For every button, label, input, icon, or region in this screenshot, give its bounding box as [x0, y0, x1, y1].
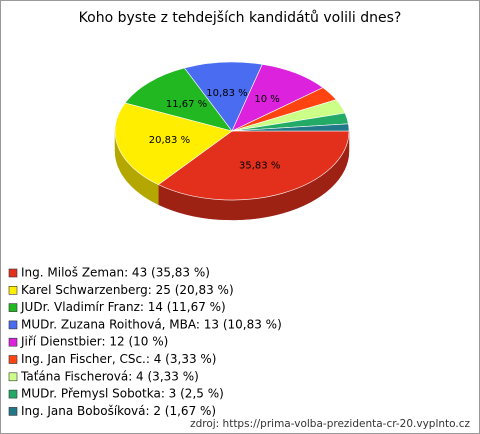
- legend-label: Jiří Dienstbier: 12 (10 %): [20, 335, 168, 349]
- legend-swatch: [8, 285, 18, 295]
- value-label: 11,67 %: [166, 99, 207, 110]
- legend-swatch: [8, 355, 18, 364]
- legend-swatch: [8, 303, 18, 312]
- value-label: 10,83 %: [206, 88, 247, 99]
- legend-swatch: [8, 389, 18, 399]
- legend-label: Ing. Jana Bobošíková: 2 (1,67 %): [21, 404, 216, 418]
- legend-label: Karel Schwarzenberg: 25 (20,83 %): [21, 283, 234, 297]
- legend-swatch: [8, 320, 18, 330]
- slice: [231, 123, 350, 132]
- value-label: 35,83 %: [239, 160, 280, 171]
- legend-swatch: [8, 268, 18, 278]
- legend-label: Ing. Miloš Zeman: 43 (35,83 %): [21, 266, 210, 280]
- slice: [231, 64, 324, 132]
- slice: [157, 130, 350, 201]
- legend-label: MUDr. Zuzana Roithová, MBA: 13 (10,83 %): [21, 317, 282, 331]
- legend-label: MUDr. Přemysl Sobotka: 3 (2,5 %): [21, 387, 224, 401]
- source: zdroj: https://prima-volba-prezidenta-cr…: [190, 418, 470, 430]
- chart-title: Koho byste z tehdejších kandidátů volili…: [79, 10, 402, 26]
- legend-label: JUDr. Vladimír Franz: 14 (11,67 %): [20, 300, 226, 314]
- slice: [124, 67, 233, 132]
- legend-swatch: [8, 407, 18, 416]
- legend-label: Taťána Fischerová: 4 (3,33 %): [20, 369, 199, 383]
- legend-swatch: [8, 372, 18, 382]
- slice: [183, 61, 263, 132]
- legend-swatch: [8, 337, 18, 347]
- legend-label: Ing. Jan Fischer, CSc.: 4 (3,33 %): [21, 352, 216, 366]
- value-label: 20,83 %: [149, 135, 190, 146]
- value-label: 10 %: [254, 94, 279, 105]
